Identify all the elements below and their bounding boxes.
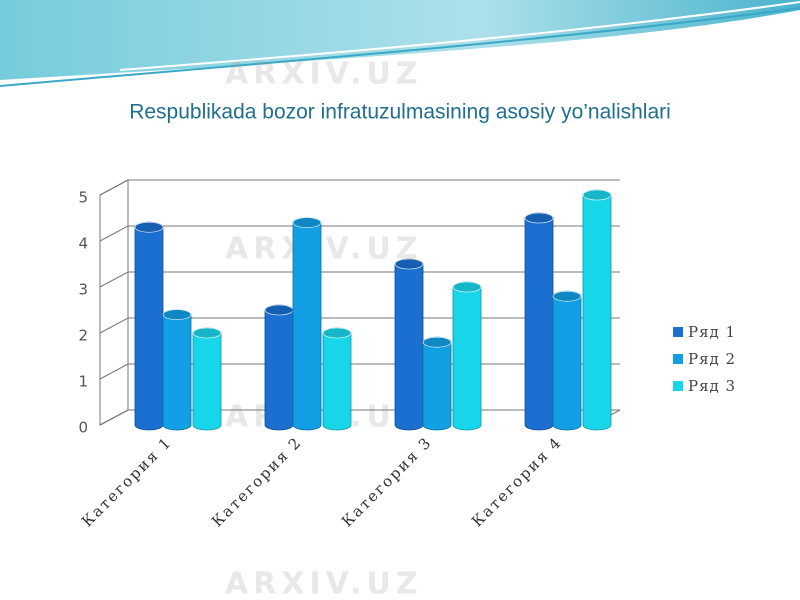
bar-top bbox=[162, 309, 192, 320]
legend-label: Ряд 1 bbox=[688, 323, 736, 341]
bar-top bbox=[422, 336, 452, 348]
bar bbox=[162, 309, 192, 431]
bar-top bbox=[192, 327, 222, 339]
header-wave-line bbox=[119, 1, 800, 71]
back-wall bbox=[99, 179, 129, 426]
y-tick-label: 2 bbox=[78, 327, 88, 345]
y-tick-label: 0 bbox=[78, 419, 88, 437]
grid-line bbox=[99, 271, 620, 288]
watermark: ARXIV.UZ bbox=[225, 567, 422, 600]
bar bbox=[394, 258, 424, 431]
bar bbox=[452, 281, 482, 431]
bar bbox=[192, 327, 222, 431]
y-tick-label: 5 bbox=[78, 189, 88, 207]
x-tick-label: Категория 4 bbox=[468, 433, 566, 531]
bar bbox=[422, 336, 452, 431]
bar-top bbox=[322, 327, 352, 339]
watermark: ARXIV.UZ bbox=[225, 232, 422, 267]
legend-swatch bbox=[673, 381, 683, 391]
x-tick-label: Категория 2 bbox=[208, 433, 306, 531]
legend-label: Ряд 2 bbox=[688, 350, 736, 368]
bar bbox=[292, 217, 322, 431]
slide-title: Respublikada bozor infratuzulmasining as… bbox=[129, 101, 671, 124]
watermark: ARXIV.UZ bbox=[225, 57, 422, 92]
y-tick-label: 4 bbox=[78, 235, 88, 253]
bar-top bbox=[134, 221, 164, 233]
bar bbox=[582, 189, 612, 431]
bar bbox=[134, 221, 164, 431]
bar-top bbox=[524, 212, 554, 224]
grid-line bbox=[99, 225, 620, 242]
legend-label: Ряд 3 bbox=[688, 377, 736, 395]
bar bbox=[264, 304, 294, 431]
bar-top bbox=[552, 290, 582, 302]
header-wave-line bbox=[0, 7, 800, 87]
y-tick-label: 1 bbox=[78, 373, 88, 391]
bar-top bbox=[264, 304, 294, 316]
bar bbox=[322, 327, 352, 431]
bar bbox=[524, 212, 554, 431]
x-tick-label: Категория 1 bbox=[78, 433, 176, 531]
x-tick-label: Категория 3 bbox=[338, 433, 436, 531]
bar-top bbox=[394, 258, 424, 270]
bar-top bbox=[292, 217, 322, 228]
header-wave bbox=[0, 0, 800, 80]
bar-top bbox=[582, 189, 612, 201]
bar bbox=[552, 290, 582, 431]
grid-line bbox=[99, 179, 620, 196]
y-tick-label: 3 bbox=[78, 281, 88, 299]
bar-top bbox=[452, 281, 482, 293]
legend-swatch bbox=[673, 354, 683, 364]
legend-swatch bbox=[673, 327, 683, 337]
